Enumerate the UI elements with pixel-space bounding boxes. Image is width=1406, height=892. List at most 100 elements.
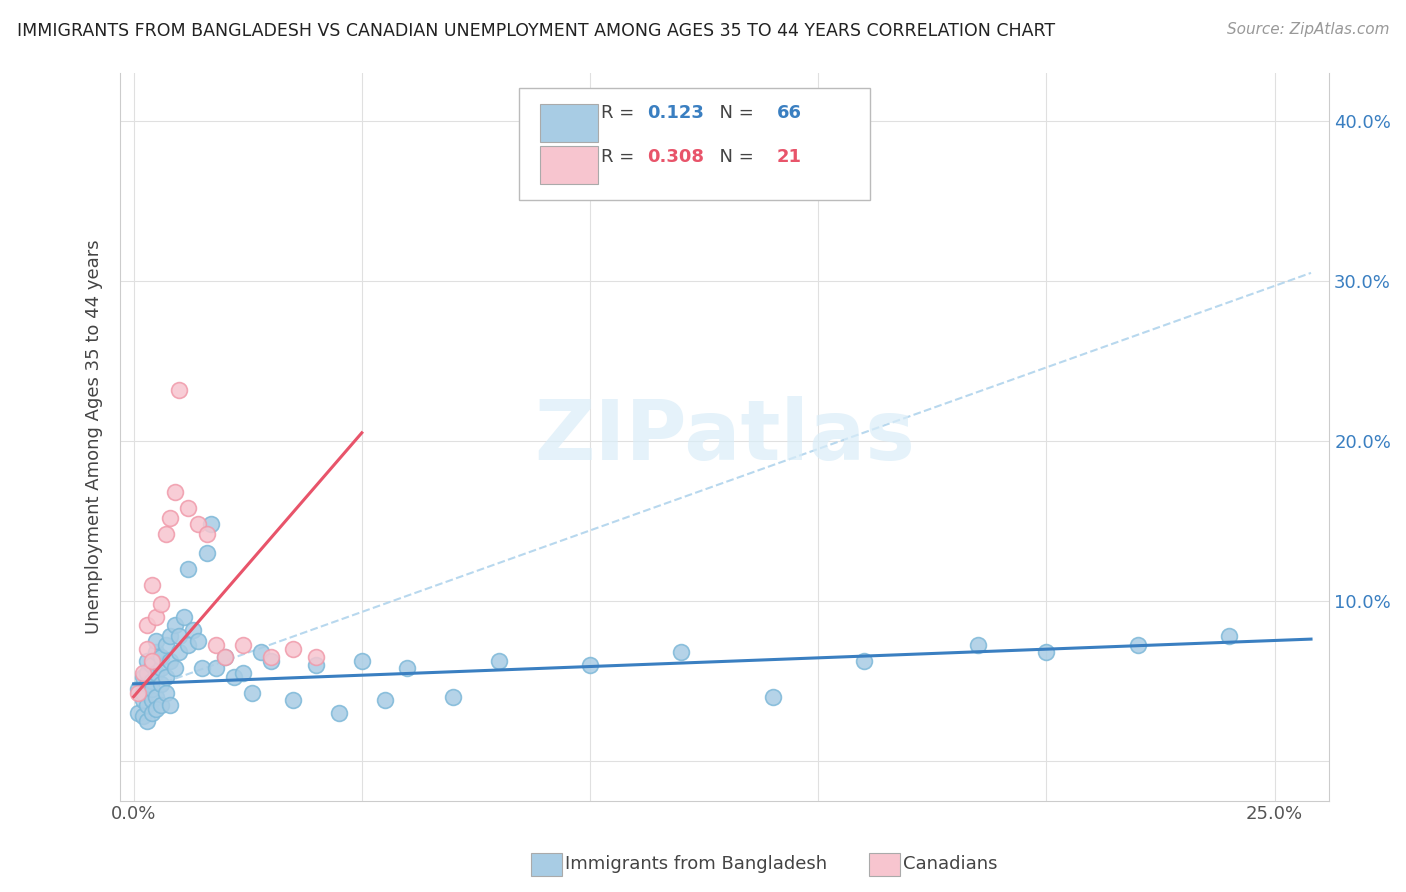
Text: 0.308: 0.308 (647, 148, 704, 166)
Point (761, 690, 783, 704)
Point (132, 671, 155, 685)
Point (159, 698, 181, 712)
Point (396, 661, 419, 675)
Text: 21: 21 (776, 148, 801, 166)
Point (155, 686, 177, 700)
Point (204, 639, 226, 653)
Point (163, 485, 186, 500)
Point (155, 671, 177, 685)
Point (195, 546, 218, 560)
Point (145, 690, 167, 704)
Point (283, 693, 305, 707)
Point (222, 671, 245, 685)
Point (132, 665, 155, 680)
Point (145, 633, 167, 648)
Point (200, 516, 222, 531)
Point (159, 655, 181, 669)
Point (141, 655, 163, 669)
Point (150, 661, 173, 675)
Point (136, 641, 159, 656)
Point (232, 665, 254, 680)
Point (136, 655, 159, 669)
Point (159, 629, 181, 643)
Point (136, 677, 159, 691)
Text: Source: ZipAtlas.com: Source: ZipAtlas.com (1226, 22, 1389, 37)
Point (169, 383, 191, 397)
Point (232, 639, 254, 653)
Text: Canadians: Canadians (903, 855, 997, 873)
Point (169, 629, 191, 643)
Point (259, 655, 281, 669)
Point (240, 686, 263, 700)
Point (852, 655, 875, 669)
Point (214, 649, 236, 664)
Point (136, 665, 159, 680)
Text: IMMIGRANTS FROM BANGLADESH VS CANADIAN UNEMPLOYMENT AMONG AGES 35 TO 44 YEARS CO: IMMIGRANTS FROM BANGLADESH VS CANADIAN U… (17, 22, 1054, 40)
FancyBboxPatch shape (540, 146, 598, 185)
Point (214, 649, 236, 664)
Point (132, 693, 155, 707)
Point (250, 645, 273, 659)
Point (136, 698, 159, 712)
Point (305, 657, 328, 672)
Point (127, 686, 149, 700)
Point (150, 698, 173, 712)
Point (259, 649, 281, 664)
Text: 66: 66 (776, 104, 801, 122)
Point (163, 617, 186, 632)
Point (150, 677, 173, 691)
Point (141, 673, 163, 688)
Point (169, 645, 191, 659)
Text: N =: N = (707, 104, 759, 122)
Point (283, 641, 305, 656)
Point (141, 706, 163, 720)
Text: N =: N = (707, 148, 759, 166)
Text: R =: R = (602, 148, 640, 166)
Text: ZIPatlas: ZIPatlas (534, 396, 915, 477)
Point (1035, 645, 1057, 659)
Point (155, 526, 177, 541)
Y-axis label: Unemployment Among Ages 35 to 44 years: Unemployment Among Ages 35 to 44 years (86, 239, 103, 634)
Point (967, 639, 990, 653)
Point (441, 690, 464, 704)
Point (141, 657, 163, 672)
Point (141, 681, 163, 696)
Point (328, 706, 350, 720)
Point (187, 516, 209, 531)
Point (127, 706, 149, 720)
Point (159, 510, 181, 524)
FancyBboxPatch shape (540, 104, 598, 142)
Point (191, 661, 214, 675)
Point (181, 623, 204, 637)
Point (163, 661, 186, 675)
Point (141, 693, 163, 707)
Text: Immigrants from Bangladesh: Immigrants from Bangladesh (565, 855, 827, 873)
Point (1126, 639, 1149, 653)
Point (177, 500, 200, 515)
Point (177, 562, 200, 576)
Point (145, 702, 167, 716)
Point (145, 665, 167, 680)
Text: 0.123: 0.123 (647, 104, 704, 122)
Point (195, 526, 218, 541)
Point (145, 609, 167, 624)
Point (150, 649, 173, 664)
Point (132, 709, 155, 723)
Point (132, 686, 155, 700)
Point (671, 645, 693, 659)
Point (145, 645, 167, 659)
Point (155, 639, 177, 653)
Point (127, 681, 149, 696)
Point (579, 657, 602, 672)
Point (1218, 629, 1240, 643)
Text: R =: R = (602, 104, 640, 122)
Point (141, 578, 163, 592)
FancyBboxPatch shape (519, 87, 870, 201)
Point (488, 655, 510, 669)
Point (173, 609, 195, 624)
Point (150, 597, 173, 611)
Point (187, 633, 209, 648)
Point (136, 617, 159, 632)
Point (305, 649, 328, 664)
Point (374, 693, 396, 707)
